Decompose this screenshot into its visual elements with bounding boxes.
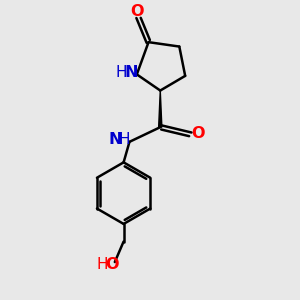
Text: O: O — [192, 126, 205, 141]
Polygon shape — [159, 91, 162, 127]
Text: H: H — [97, 257, 108, 272]
Text: O: O — [105, 257, 119, 272]
Text: H: H — [118, 132, 130, 147]
Text: O: O — [130, 4, 144, 20]
Text: N: N — [108, 132, 122, 147]
Text: H: H — [116, 64, 127, 80]
Text: N: N — [125, 64, 138, 80]
